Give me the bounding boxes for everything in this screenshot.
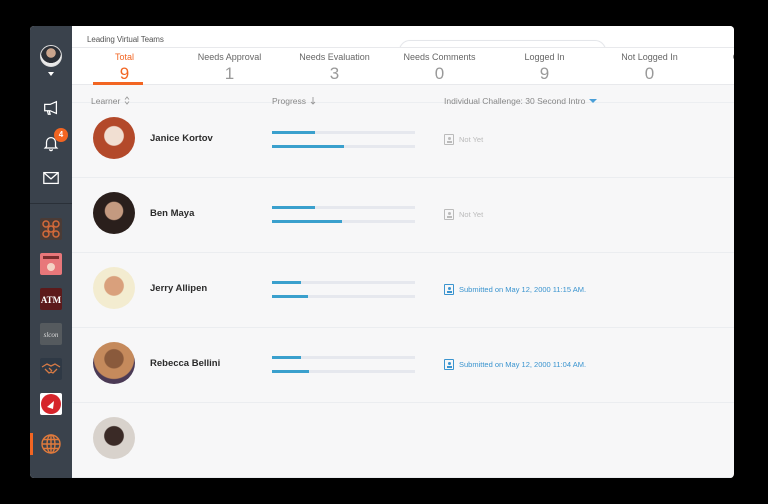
course-globe-icon[interactable] [40,433,62,455]
tab-logged-in[interactable]: Logged In 9 [492,48,597,84]
learner-row[interactable]: Rebecca Bellini Submitted on May 12, 200… [72,328,734,403]
learner-avatar [93,342,135,384]
tab-needs-approval[interactable]: Needs Approval 1 [177,48,282,84]
tab-count: 1 [224,63,235,83]
status-text: Submitted on May 12, 2000 11:15 AM. [459,285,587,294]
notifications-icon[interactable] [41,133,61,153]
challenge-status: Not Yet [444,134,483,145]
tab-count: 9 [119,63,130,83]
page-header: Leading Virtual Teams My Mentees 2 Submi… [72,26,734,62]
tab-count: 0 [644,63,655,83]
learner-column-header[interactable]: Learner [91,96,130,106]
progress-bar [272,281,415,284]
caret-down-icon [589,98,598,103]
challenge-column-dropdown[interactable]: Individual Challenge: 30 Second Intro [444,95,598,106]
learner-name[interactable]: Jerry Allipen [150,283,208,294]
challenge-status-link[interactable]: Submitted on May 12, 2000 11:15 AM. [444,284,586,295]
status-text: Not Yet [459,135,484,144]
course-atm-logo-icon[interactable]: ATM [40,288,62,310]
learner-name[interactable]: Rebecca Bellini [150,358,221,369]
tab-count: 0 [434,63,445,83]
status-text: Not Yet [459,210,484,219]
sidebar-divider [30,203,72,204]
filter-tabs: Total 9 Needs Approval 1 Needs Evaluatio… [72,46,734,85]
main-content: Leading Virtual Teams My Mentees 2 Submi… [72,26,734,478]
progress-column-header[interactable]: Progress [272,96,316,106]
tab-label: Needs Comments [403,51,476,62]
messages-icon[interactable] [41,168,61,188]
learner-row[interactable]: Jerry Allipen Submitted on May 12, 2000 … [72,253,734,328]
user-avatar[interactable] [40,45,62,67]
learner-avatar [93,192,135,234]
tab-label: Not Logged In [621,51,678,62]
progress-bar [272,131,415,134]
challenge-status: Not Yet [444,209,483,220]
active-course-marker [30,433,33,455]
learner-avatar [93,117,135,159]
tab-label: Needs Evaluation [299,51,370,62]
notification-badge: 4 [54,128,68,142]
submission-icon [444,209,454,220]
tab-label: Completed [702,52,734,62]
app-window: 4 ATM slcon Leading Virtual Teams [30,26,734,478]
tab-count: 9 [539,63,550,83]
progress-bar [272,356,415,359]
course-script-logo-icon[interactable]: slcon [40,323,62,345]
course-pattern-icon[interactable] [40,218,62,240]
challenge-status-link[interactable]: Submitted on May 12, 2000 11:04 AM. [444,359,586,370]
tab-needs-comments[interactable]: Needs Comments 0 [387,48,492,84]
progress-bar [272,206,415,209]
column-label: Progress [272,95,307,106]
course-handshake-icon[interactable] [40,358,62,380]
learner-row[interactable] [72,403,734,478]
submission-icon [444,359,454,370]
column-label: Individual Challenge: 30 Second Intro [444,95,586,106]
learner-row[interactable]: Janice Kortov Not Yet [72,103,734,178]
chevron-down-icon[interactable] [48,72,54,76]
learner-row[interactable]: Ben Maya Not Yet [72,178,734,253]
course-book-cover-icon[interactable] [40,253,62,275]
learner-avatar [93,417,135,459]
table-header: Learner Progress Individual Challenge: 3… [72,85,734,106]
tab-count: 0 [702,64,734,84]
submission-icon [444,284,454,295]
learner-list: Janice Kortov Not Yet Ben Maya Not Yet [72,103,734,478]
sort-descending-icon [310,97,316,105]
sidebar: 4 ATM slcon [30,26,72,478]
tab-label: Needs Approval [197,51,262,62]
tab-not-logged-in[interactable]: Not Logged In 0 [597,48,702,84]
svg-text:slcon: slcon [44,331,59,339]
learner-avatar [93,267,135,309]
announcements-icon[interactable] [41,98,61,118]
sort-icon [124,96,130,105]
tab-count: 3 [329,63,340,83]
tab-label: Total [114,51,134,62]
tab-total[interactable]: Total 9 [72,48,177,85]
course-name: Leading Virtual Teams [87,35,164,44]
progress-bar [272,295,415,298]
learner-name[interactable]: Janice Kortov [150,133,213,144]
learner-name[interactable]: Ben Maya [150,208,195,219]
submission-icon [444,134,454,145]
status-text: Submitted on May 12, 2000 11:04 AM. [459,360,587,369]
tab-completed[interactable]: Completed 0 [702,48,734,84]
column-label: Learner [91,95,121,106]
tab-label: Logged In [524,51,565,62]
course-red-logo-icon[interactable] [40,393,62,415]
progress-bar [272,220,415,223]
progress-bar [272,370,415,373]
svg-text:ATM: ATM [41,295,62,305]
tab-needs-evaluation[interactable]: Needs Evaluation 3 [282,48,387,84]
progress-bar [272,145,415,148]
